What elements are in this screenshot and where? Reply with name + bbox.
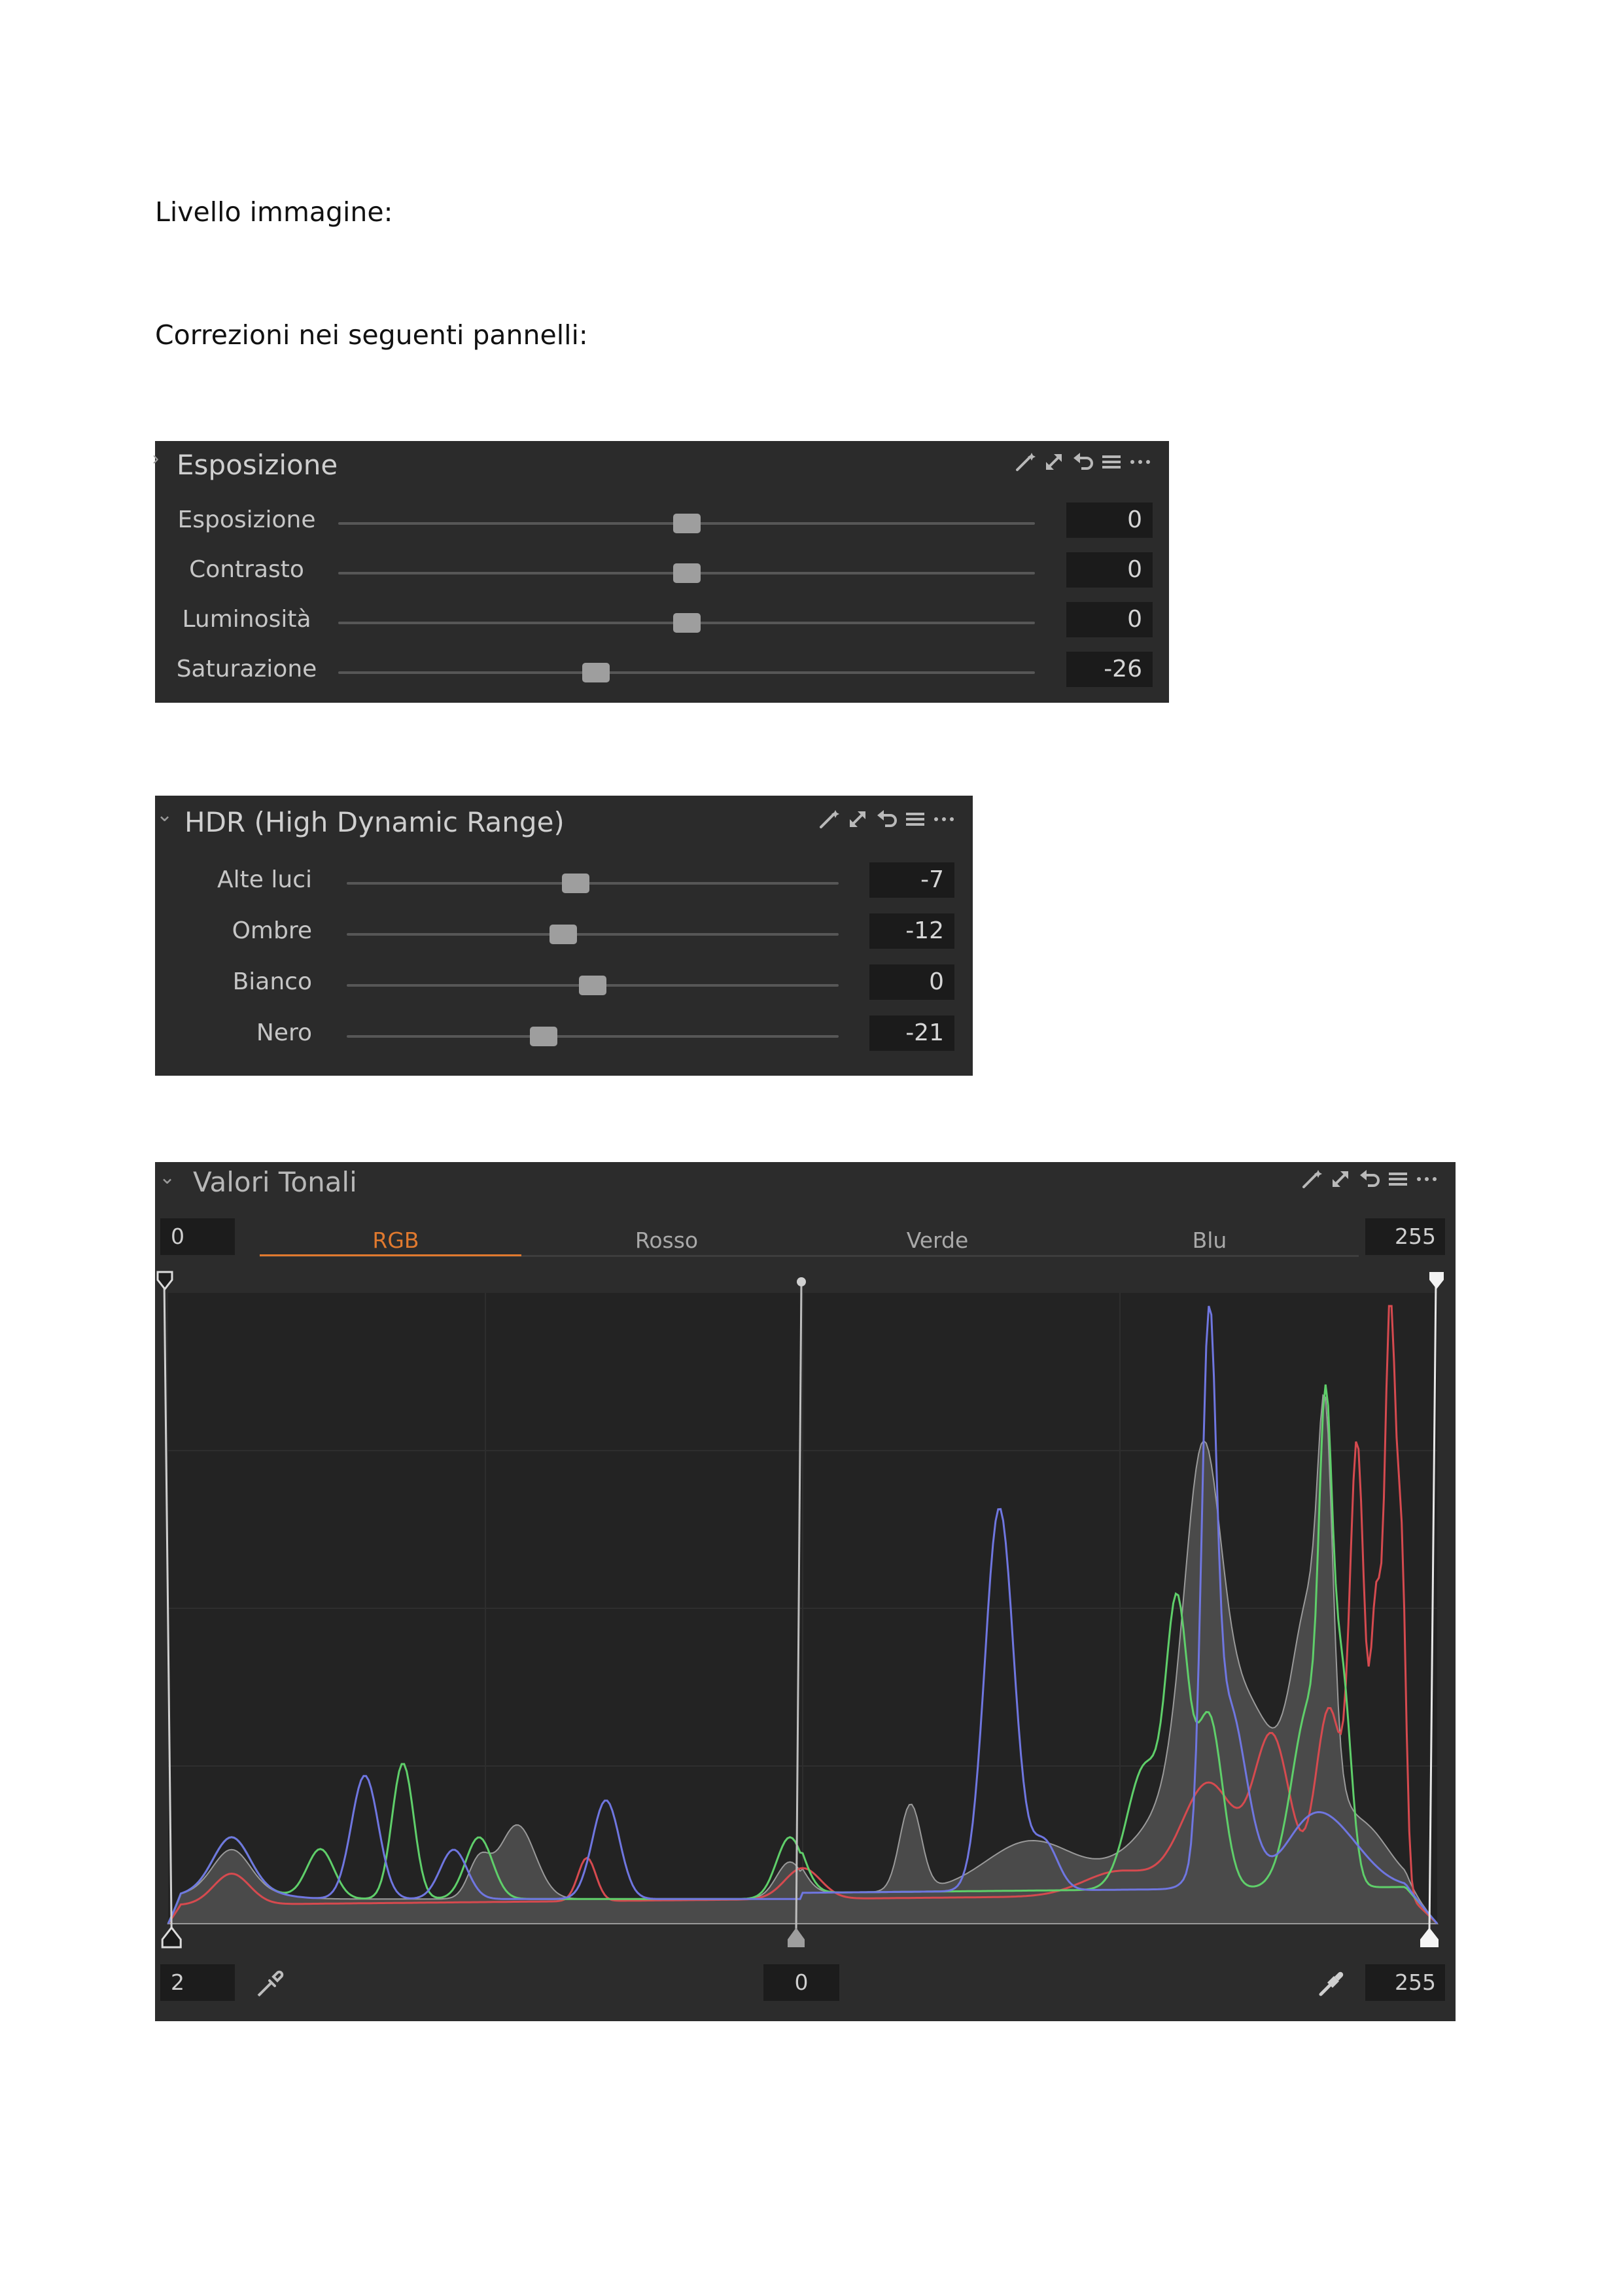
- slider-row: Contrasto 0: [155, 552, 1169, 589]
- slider-row: Luminosità 0: [155, 602, 1169, 639]
- output-white-field[interactable]: 255: [1365, 1964, 1445, 2001]
- slider-row: Esposizione 0: [155, 503, 1169, 539]
- tab-rosso[interactable]: Rosso: [635, 1227, 699, 1253]
- more-icon[interactable]: [1127, 449, 1156, 475]
- slider-thumb[interactable]: [529, 1027, 557, 1046]
- slider-row: Alte luci -7: [155, 862, 973, 899]
- slider-value-field[interactable]: -21: [869, 1016, 954, 1051]
- slider-value-field[interactable]: 0: [869, 964, 954, 1000]
- output-white-handle: [1420, 1928, 1439, 1947]
- slider-value-field[interactable]: 0: [1066, 503, 1153, 538]
- midtone-handle: [788, 1928, 805, 1947]
- slider-track[interactable]: [347, 1027, 839, 1046]
- tab-blu[interactable]: Blu: [1192, 1227, 1227, 1253]
- slider-track[interactable]: [338, 613, 1035, 633]
- slider-label: Saturazione: [176, 656, 317, 682]
- reset-icon[interactable]: [873, 806, 902, 832]
- more-icon[interactable]: [931, 806, 960, 832]
- panel-header-icons: [1299, 1166, 1442, 1192]
- hdr-panel: ⌄ HDR (High Dynamic Range) Alte luci -7 Om…: [155, 796, 973, 1076]
- slider-label: Esposizione: [177, 506, 316, 533]
- input-white-handle: [1429, 1272, 1444, 1289]
- panel-title: Valori Tonali: [193, 1166, 357, 1198]
- slider-label: Contrasto: [189, 556, 304, 583]
- more-icon[interactable]: [1414, 1166, 1442, 1192]
- slider-thumb[interactable]: [672, 613, 701, 633]
- tabs-baseline: [260, 1255, 1359, 1257]
- tab-rgb[interactable]: RGB: [372, 1227, 419, 1253]
- histogram-blue-channel: [167, 1305, 1439, 1924]
- input-black-field[interactable]: 0: [160, 1218, 235, 1255]
- presets-menu-icon[interactable]: [1098, 449, 1127, 475]
- white-point-line: [1428, 1279, 1437, 1932]
- slider-thumb[interactable]: [582, 663, 610, 682]
- white-point-eyedropper-icon[interactable]: [1313, 1964, 1350, 2004]
- slider-label: Bianco: [232, 968, 312, 995]
- black-point-eyedropper-icon[interactable]: [252, 1964, 288, 2004]
- output-black-handle: [161, 1926, 182, 1949]
- slider-track[interactable]: [347, 976, 839, 995]
- collapse-chevron-icon[interactable]: ⌄: [159, 1167, 176, 1188]
- slider-thumb[interactable]: [579, 976, 606, 995]
- slider-track[interactable]: [347, 874, 839, 893]
- input-white-field[interactable]: 255: [1365, 1218, 1445, 1255]
- document-subheading: Correzioni nei seguenti pannelli:: [155, 319, 588, 351]
- expand-icon[interactable]: [845, 806, 873, 832]
- black-point-line: [163, 1279, 173, 1932]
- slider-label: Ombre: [232, 917, 312, 944]
- wand-icon[interactable]: [1299, 1166, 1327, 1192]
- slider-value-field[interactable]: -26: [1066, 652, 1153, 687]
- slider-value-field[interactable]: 0: [1066, 552, 1153, 588]
- panel-title: HDR (High Dynamic Range): [184, 806, 565, 838]
- levels-panel: ⌄ Valori Tonali 0 255 RGB Rosso Verde Blu 2…: [155, 1162, 1456, 2021]
- levels-histogram[interactable]: [155, 1162, 1456, 2021]
- midtone-field[interactable]: 0: [763, 1964, 839, 2001]
- slider-label: Nero: [256, 1019, 312, 1046]
- wand-icon[interactable]: [1012, 449, 1041, 475]
- slider-label: Alte luci: [217, 866, 312, 893]
- panel-title: Esposizione: [177, 449, 338, 481]
- panel-header-icons: [1012, 449, 1156, 475]
- active-tab-underline: [260, 1254, 521, 1256]
- input-gamma-handle: [797, 1277, 806, 1286]
- collapse-chevron-icon[interactable]: ›: [152, 448, 159, 469]
- slider-track[interactable]: [338, 663, 1035, 682]
- slider-value-field[interactable]: -12: [869, 913, 954, 949]
- exposure-panel: › Esposizione Esposizione 0 Contrasto 0 Lumi…: [152, 441, 1169, 703]
- slider-row: Ombre -12: [155, 913, 973, 950]
- slider-thumb[interactable]: [672, 563, 701, 583]
- reset-icon[interactable]: [1356, 1166, 1385, 1192]
- slider-row: Bianco 0: [155, 964, 973, 1001]
- slider-track[interactable]: [338, 563, 1035, 583]
- histogram-green-channel: [167, 1384, 1439, 1924]
- output-black-field[interactable]: 2: [160, 1964, 235, 2001]
- collapse-chevron-icon[interactable]: ⌄: [156, 804, 173, 826]
- slider-track[interactable]: [347, 925, 839, 944]
- input-black-handle: [156, 1271, 173, 1291]
- document-heading: Livello immagine:: [155, 196, 393, 228]
- histogram-red-channel: [167, 1305, 1439, 1925]
- slider-value-field[interactable]: 0: [1066, 602, 1153, 637]
- presets-menu-icon[interactable]: [1385, 1166, 1414, 1192]
- wand-icon[interactable]: [816, 806, 845, 832]
- presets-menu-icon[interactable]: [902, 806, 931, 832]
- slider-track[interactable]: [338, 514, 1035, 533]
- tab-verde[interactable]: Verde: [906, 1227, 969, 1253]
- expand-icon[interactable]: [1327, 1166, 1356, 1192]
- expand-icon[interactable]: [1041, 449, 1070, 475]
- slider-value-field[interactable]: -7: [869, 862, 954, 898]
- slider-thumb[interactable]: [549, 925, 577, 944]
- slider-row: Saturazione -26: [155, 652, 1169, 688]
- slider-row: Nero -21: [155, 1016, 973, 1052]
- slider-thumb[interactable]: [672, 514, 701, 533]
- panel-header-icons: [816, 806, 960, 832]
- slider-thumb[interactable]: [561, 874, 589, 893]
- histogram-luminance-area: [167, 1394, 1439, 1924]
- slider-label: Luminosità: [182, 606, 311, 633]
- reset-icon[interactable]: [1070, 449, 1098, 475]
- midtone-line: [795, 1281, 803, 1932]
